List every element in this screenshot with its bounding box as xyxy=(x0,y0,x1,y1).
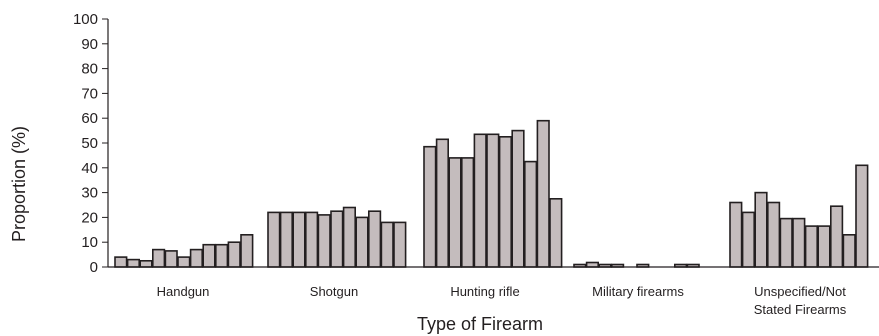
bar xyxy=(380,221,394,268)
category-label: Handgun xyxy=(157,284,210,299)
category-labels: Handgun Shotgun Hunting rifle Military fire… xyxy=(157,284,847,317)
axes xyxy=(107,19,879,268)
bar xyxy=(240,234,254,268)
bar xyxy=(829,205,844,268)
bar xyxy=(855,164,869,268)
bar xyxy=(114,256,128,268)
bar xyxy=(486,133,500,268)
bar xyxy=(139,259,153,268)
bar xyxy=(766,201,781,268)
bar xyxy=(189,248,204,268)
y-axis-ticks: 0 10 20 30 40 50 60 70 80 90 100 xyxy=(73,11,108,276)
bar xyxy=(177,256,191,268)
bar xyxy=(227,241,241,268)
bar xyxy=(342,206,357,268)
y-tick-label: 90 xyxy=(81,36,98,53)
bar xyxy=(817,225,831,268)
bar xyxy=(164,250,178,268)
bar xyxy=(549,198,563,268)
y-tick-label: 60 xyxy=(81,110,98,127)
bar xyxy=(448,157,462,268)
y-tick-label: 0 xyxy=(90,259,98,276)
bar xyxy=(393,221,407,268)
bars xyxy=(114,119,869,268)
bar xyxy=(317,214,331,268)
bar xyxy=(473,133,487,268)
y-tick-label: 10 xyxy=(81,234,98,251)
bar xyxy=(729,201,743,268)
bar xyxy=(292,211,306,268)
category-label: Stated Firearms xyxy=(754,302,847,317)
x-axis-title: Type of Firearm xyxy=(417,314,543,334)
bar xyxy=(126,258,140,268)
bar xyxy=(511,129,525,268)
bar xyxy=(842,234,856,268)
bar xyxy=(355,216,369,268)
y-tick-label: 80 xyxy=(81,61,98,78)
y-tick-label: 70 xyxy=(81,85,98,102)
y-tick-label: 30 xyxy=(81,185,98,202)
y-axis-title: Proportion (%) xyxy=(9,126,29,242)
bar xyxy=(215,243,229,268)
bar xyxy=(804,225,818,268)
bar xyxy=(330,210,344,268)
y-tick-label: 20 xyxy=(81,209,98,226)
y-tick-label: 50 xyxy=(81,135,98,152)
category-label: Shotgun xyxy=(310,284,358,299)
bar xyxy=(152,248,166,268)
bar xyxy=(523,160,538,268)
bar xyxy=(435,138,450,268)
bar xyxy=(498,136,513,268)
bar xyxy=(741,211,755,268)
bar xyxy=(423,145,437,268)
bar xyxy=(267,211,281,268)
bar xyxy=(367,210,382,268)
category-label: Hunting rifle xyxy=(450,284,519,299)
bar xyxy=(304,211,319,268)
bar xyxy=(279,211,294,268)
category-label: Military firearms xyxy=(592,284,684,299)
bar xyxy=(779,217,793,268)
bar xyxy=(460,157,475,268)
category-label: Unspecified/Not xyxy=(754,284,846,299)
bar xyxy=(202,243,216,268)
bar xyxy=(792,217,806,268)
bar xyxy=(585,261,599,268)
bar xyxy=(754,191,768,268)
y-tick-label: 100 xyxy=(73,11,98,28)
bar xyxy=(536,119,550,268)
y-tick-label: 40 xyxy=(81,160,98,177)
